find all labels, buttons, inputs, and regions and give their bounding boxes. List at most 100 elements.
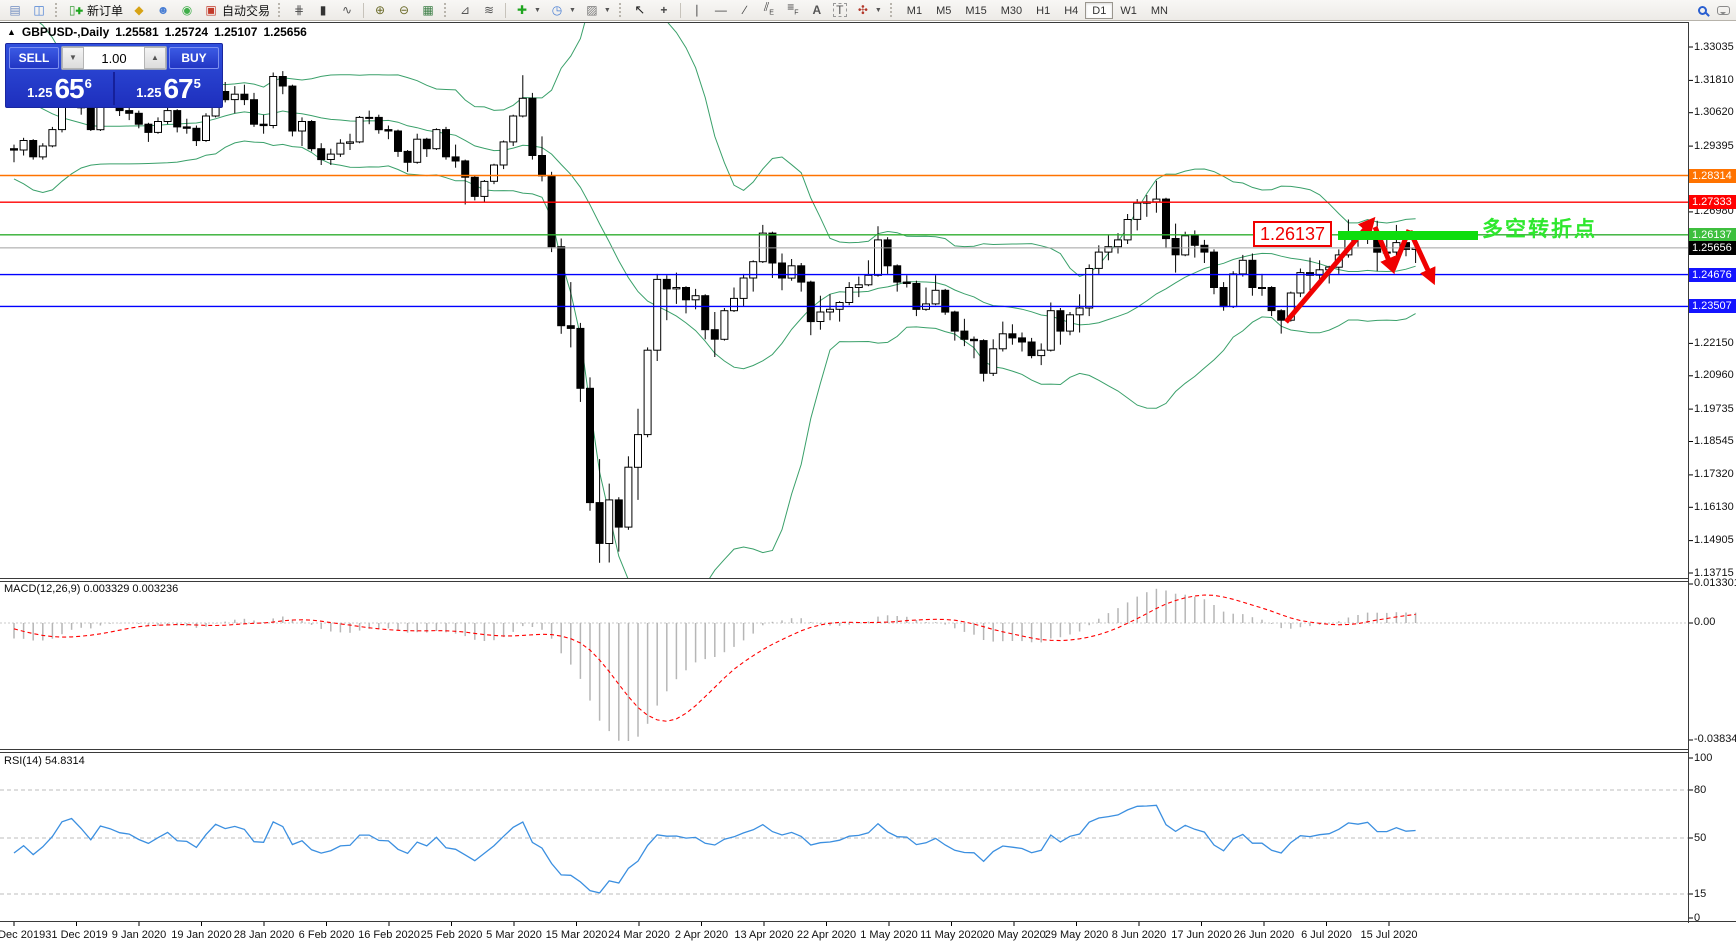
buy-price-small: 1.25: [136, 85, 162, 100]
sell-price-sup: 6: [84, 76, 92, 91]
one-click-trading-panel: SELL ▼ ▲ BUY 1.25 65 6 1.25 67 5: [5, 43, 223, 108]
horizontal-line-tool[interactable]: ―: [710, 1, 732, 19]
main-macd-separator-2[interactable]: [0, 581, 1688, 582]
timeframe-h4[interactable]: H4: [1064, 4, 1079, 17]
cursor-icon: ↖: [634, 2, 646, 17]
volume-increase-button[interactable]: ▲: [144, 47, 166, 69]
templates-button[interactable]: ▨ ▼: [581, 1, 614, 19]
arrows-tool[interactable]: ✣ ▼: [852, 1, 885, 19]
rsi-line: [13, 804, 1416, 894]
timeframe-w1[interactable]: W1: [1120, 4, 1137, 17]
chart-window-icon[interactable]: ▤: [4, 1, 26, 19]
channel-tool[interactable]: ⫽E: [758, 0, 780, 19]
toolbar-separator: [505, 2, 507, 18]
macd-indicator[interactable]: [0, 588, 1688, 741]
crosshair-tool[interactable]: +: [653, 1, 675, 19]
timeframe-m1[interactable]: M1: [906, 4, 923, 17]
rsi-label: RSI(14) 54.8314: [4, 755, 85, 767]
chat-icon[interactable]: [1717, 2, 1730, 20]
chart-profile-icon[interactable]: ◫: [28, 1, 50, 19]
date-tick-label: 6 Feb 2020: [298, 929, 355, 941]
price-tick-label: 1.14905: [1694, 534, 1734, 547]
toolbar-separator: [444, 3, 449, 17]
volume-input[interactable]: [84, 47, 144, 69]
timeframe-h1[interactable]: H1: [1036, 4, 1051, 17]
macd-label: MACD(12,26,9) 0.003329 0.003236: [4, 583, 179, 595]
candles-layer[interactable]: [10, 71, 1420, 563]
candlestick-mode-icon[interactable]: ▮: [312, 1, 334, 19]
new-order-icon: ▯✚: [68, 2, 84, 17]
timeframe-d1[interactable]: D1: [1085, 1, 1114, 19]
price-tick-label: 1.31810: [1694, 73, 1734, 86]
toolbar: ▤ ◫ ▯✚ 新订单 ◆ ☻ ◉ ▣ 自动交易 ⋕ ▮ ∿ ⊕ ⊖ ▦ ⊿ ≋ …: [0, 0, 1736, 21]
sell-button[interactable]: SELL: [9, 47, 59, 69]
periods-button[interactable]: ◷ ▼: [546, 1, 579, 19]
add-indicator-icon: ✚: [517, 3, 528, 17]
metaeditor-icon[interactable]: ◆: [128, 1, 150, 19]
fibonacci-tool[interactable]: ≡F: [782, 0, 804, 19]
tile-windows-glyph: ▦: [422, 3, 434, 17]
autotrading-button[interactable]: ▣ 自动交易: [200, 1, 273, 19]
price-tick-label: 1.20960: [1694, 369, 1734, 382]
toolbar-right-group: [1698, 2, 1730, 20]
text-tool[interactable]: A: [806, 1, 828, 19]
vertical-line-tool[interactable]: ∣: [686, 1, 708, 19]
add-indicator-button[interactable]: ✚ ▼: [511, 1, 544, 19]
buy-price-button[interactable]: 1.25 67 5: [115, 72, 222, 105]
chart-window-icon-glyph: ▤: [9, 3, 21, 17]
timeframe-m5[interactable]: M5: [936, 4, 952, 17]
price-tick-label: 1.13715: [1694, 566, 1734, 579]
trendline-tool[interactable]: ∕: [734, 1, 756, 19]
cursor-tool[interactable]: ↖: [629, 1, 651, 19]
one-click-collapse-icon[interactable]: ▲: [7, 27, 16, 37]
current-price-badge: 1.25656: [1689, 240, 1736, 255]
timeframe-m15[interactable]: M15: [965, 4, 987, 17]
sell-price-big: 65: [54, 72, 84, 104]
buy-button[interactable]: BUY: [169, 47, 219, 69]
toolbar-separator: [618, 3, 624, 17]
text-label-tool[interactable]: T: [830, 1, 850, 19]
search-icon[interactable]: [1698, 2, 1707, 20]
strategy-tester-glyph: ⊿: [460, 3, 471, 17]
price-tick-label: 1.30620: [1694, 106, 1734, 119]
timeframe-mn[interactable]: MN: [1150, 4, 1168, 17]
price-line-badge: 1.24676: [1689, 267, 1736, 282]
signals-icon[interactable]: ◉: [176, 1, 198, 19]
bar-chart-mode-icon[interactable]: ⋕: [288, 1, 310, 19]
price-level-flag[interactable]: 1.26137: [1253, 221, 1332, 247]
zoom-out-icon[interactable]: ⊖: [393, 1, 415, 19]
text-icon: A: [812, 3, 822, 17]
community-icon[interactable]: ☻: [152, 1, 174, 19]
volume-decrease-button[interactable]: ▼: [62, 47, 84, 69]
timeframe-m30[interactable]: M30: [1000, 4, 1023, 17]
high-value: 1.25724: [164, 25, 209, 39]
date-tick-label: 22 Apr 2020: [796, 929, 857, 941]
open-value: 1.25581: [115, 25, 159, 39]
main-macd-separator[interactable]: [0, 578, 1688, 579]
channel-icon: ⫽E: [763, 0, 774, 17]
toolbar-separator: [55, 3, 60, 17]
price-tick-label: 1.17320: [1694, 468, 1734, 481]
tile-windows-icon[interactable]: ▦: [417, 1, 439, 19]
indicator-list-icon[interactable]: ≋: [478, 1, 500, 19]
macd-rsi-separator-2[interactable]: [0, 752, 1688, 753]
price-line-badge: 1.26137: [1689, 227, 1736, 242]
strategy-tester-icon[interactable]: ⊿: [454, 1, 476, 19]
price-line-badge: 1.23507: [1689, 299, 1736, 314]
turning-point-text[interactable]: 多空转折点: [1482, 218, 1597, 241]
sell-price-button[interactable]: 1.25 65 6: [6, 72, 115, 105]
turning-point-bar[interactable]: [1338, 231, 1478, 240]
line-chart-mode-icon[interactable]: ∿: [336, 1, 358, 19]
rsi-dateaxis-separator: [0, 921, 1736, 922]
rsi-indicator[interactable]: [0, 789, 1688, 895]
new-order-button[interactable]: ▯✚ 新订单: [65, 1, 126, 19]
macd-rsi-separator[interactable]: [0, 749, 1688, 750]
price-tick-label: 1.19735: [1694, 402, 1734, 415]
macd-tick-label: -0.038343: [1694, 733, 1736, 745]
bollinger-bands[interactable]: [13, 0, 1416, 600]
zoom-in-icon[interactable]: ⊕: [369, 1, 391, 19]
autotrading-label: 自动交易: [222, 3, 271, 18]
trendline-icon: ∕: [743, 3, 746, 17]
